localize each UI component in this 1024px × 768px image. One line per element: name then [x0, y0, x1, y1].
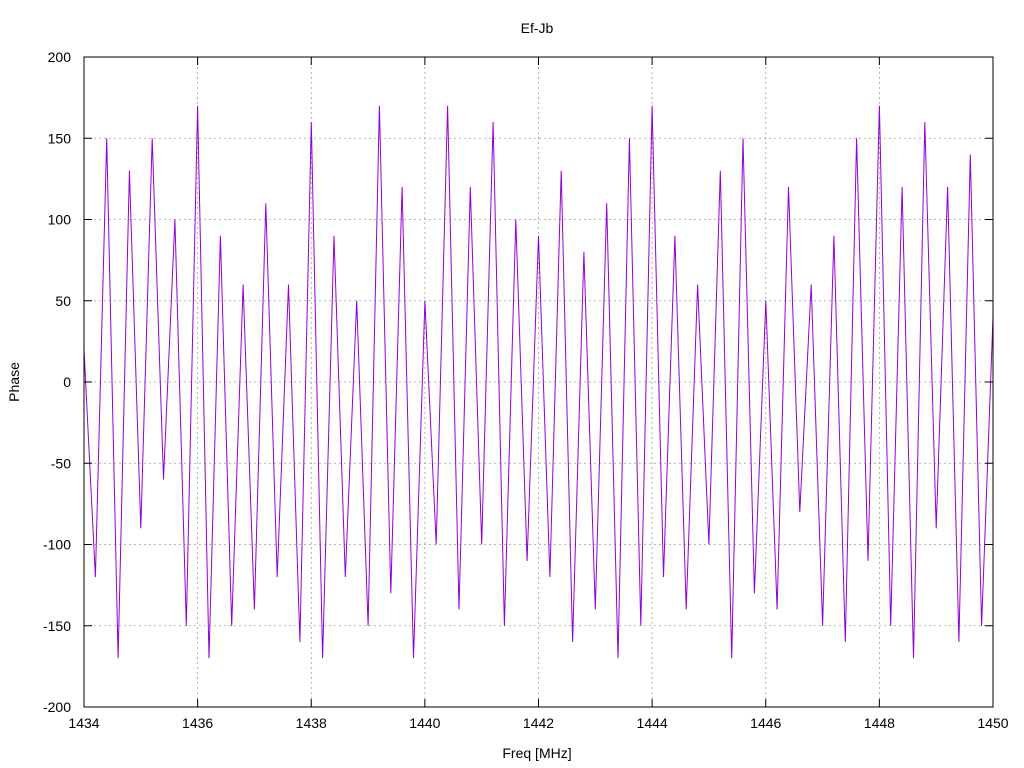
x-tick-label: 1446 [750, 715, 781, 731]
x-tick-label: 1442 [523, 715, 554, 731]
series-layer [83, 105, 994, 659]
y-tick-label: -100 [43, 537, 71, 553]
tick-marks [83, 56, 994, 708]
series-line [83, 105, 994, 659]
y-tick-label: 200 [48, 49, 72, 65]
y-tick-label: -200 [43, 699, 71, 715]
x-tick-label: 1444 [637, 715, 668, 731]
grid-lines [84, 57, 993, 707]
y-tick-label: -150 [43, 618, 71, 634]
x-tick-label: 1448 [864, 715, 895, 731]
y-tick-labels: -200 -150 -100 -50 0 50 100 150 200 [43, 49, 71, 715]
x-tick-label: 1436 [182, 715, 213, 731]
chart-title: Ef-Jb [521, 20, 554, 36]
x-tick-label: 1438 [296, 715, 327, 731]
y-tick-label: 0 [63, 374, 71, 390]
x-axis-label: Freq [MHz] [502, 745, 571, 761]
y-tick-label: 100 [48, 212, 72, 228]
y-axis-label: Phase [6, 362, 22, 402]
y-tick-label: -50 [51, 455, 71, 471]
x-tick-label: 1440 [409, 715, 440, 731]
x-tick-label: 1434 [68, 715, 99, 731]
y-tick-label: 150 [48, 130, 72, 146]
x-tick-label: 1450 [977, 715, 1008, 731]
x-tick-labels: 1434 1436 1438 1440 1442 1444 1446 1448 1450 [68, 715, 1008, 731]
y-tick-label: 50 [55, 293, 71, 309]
